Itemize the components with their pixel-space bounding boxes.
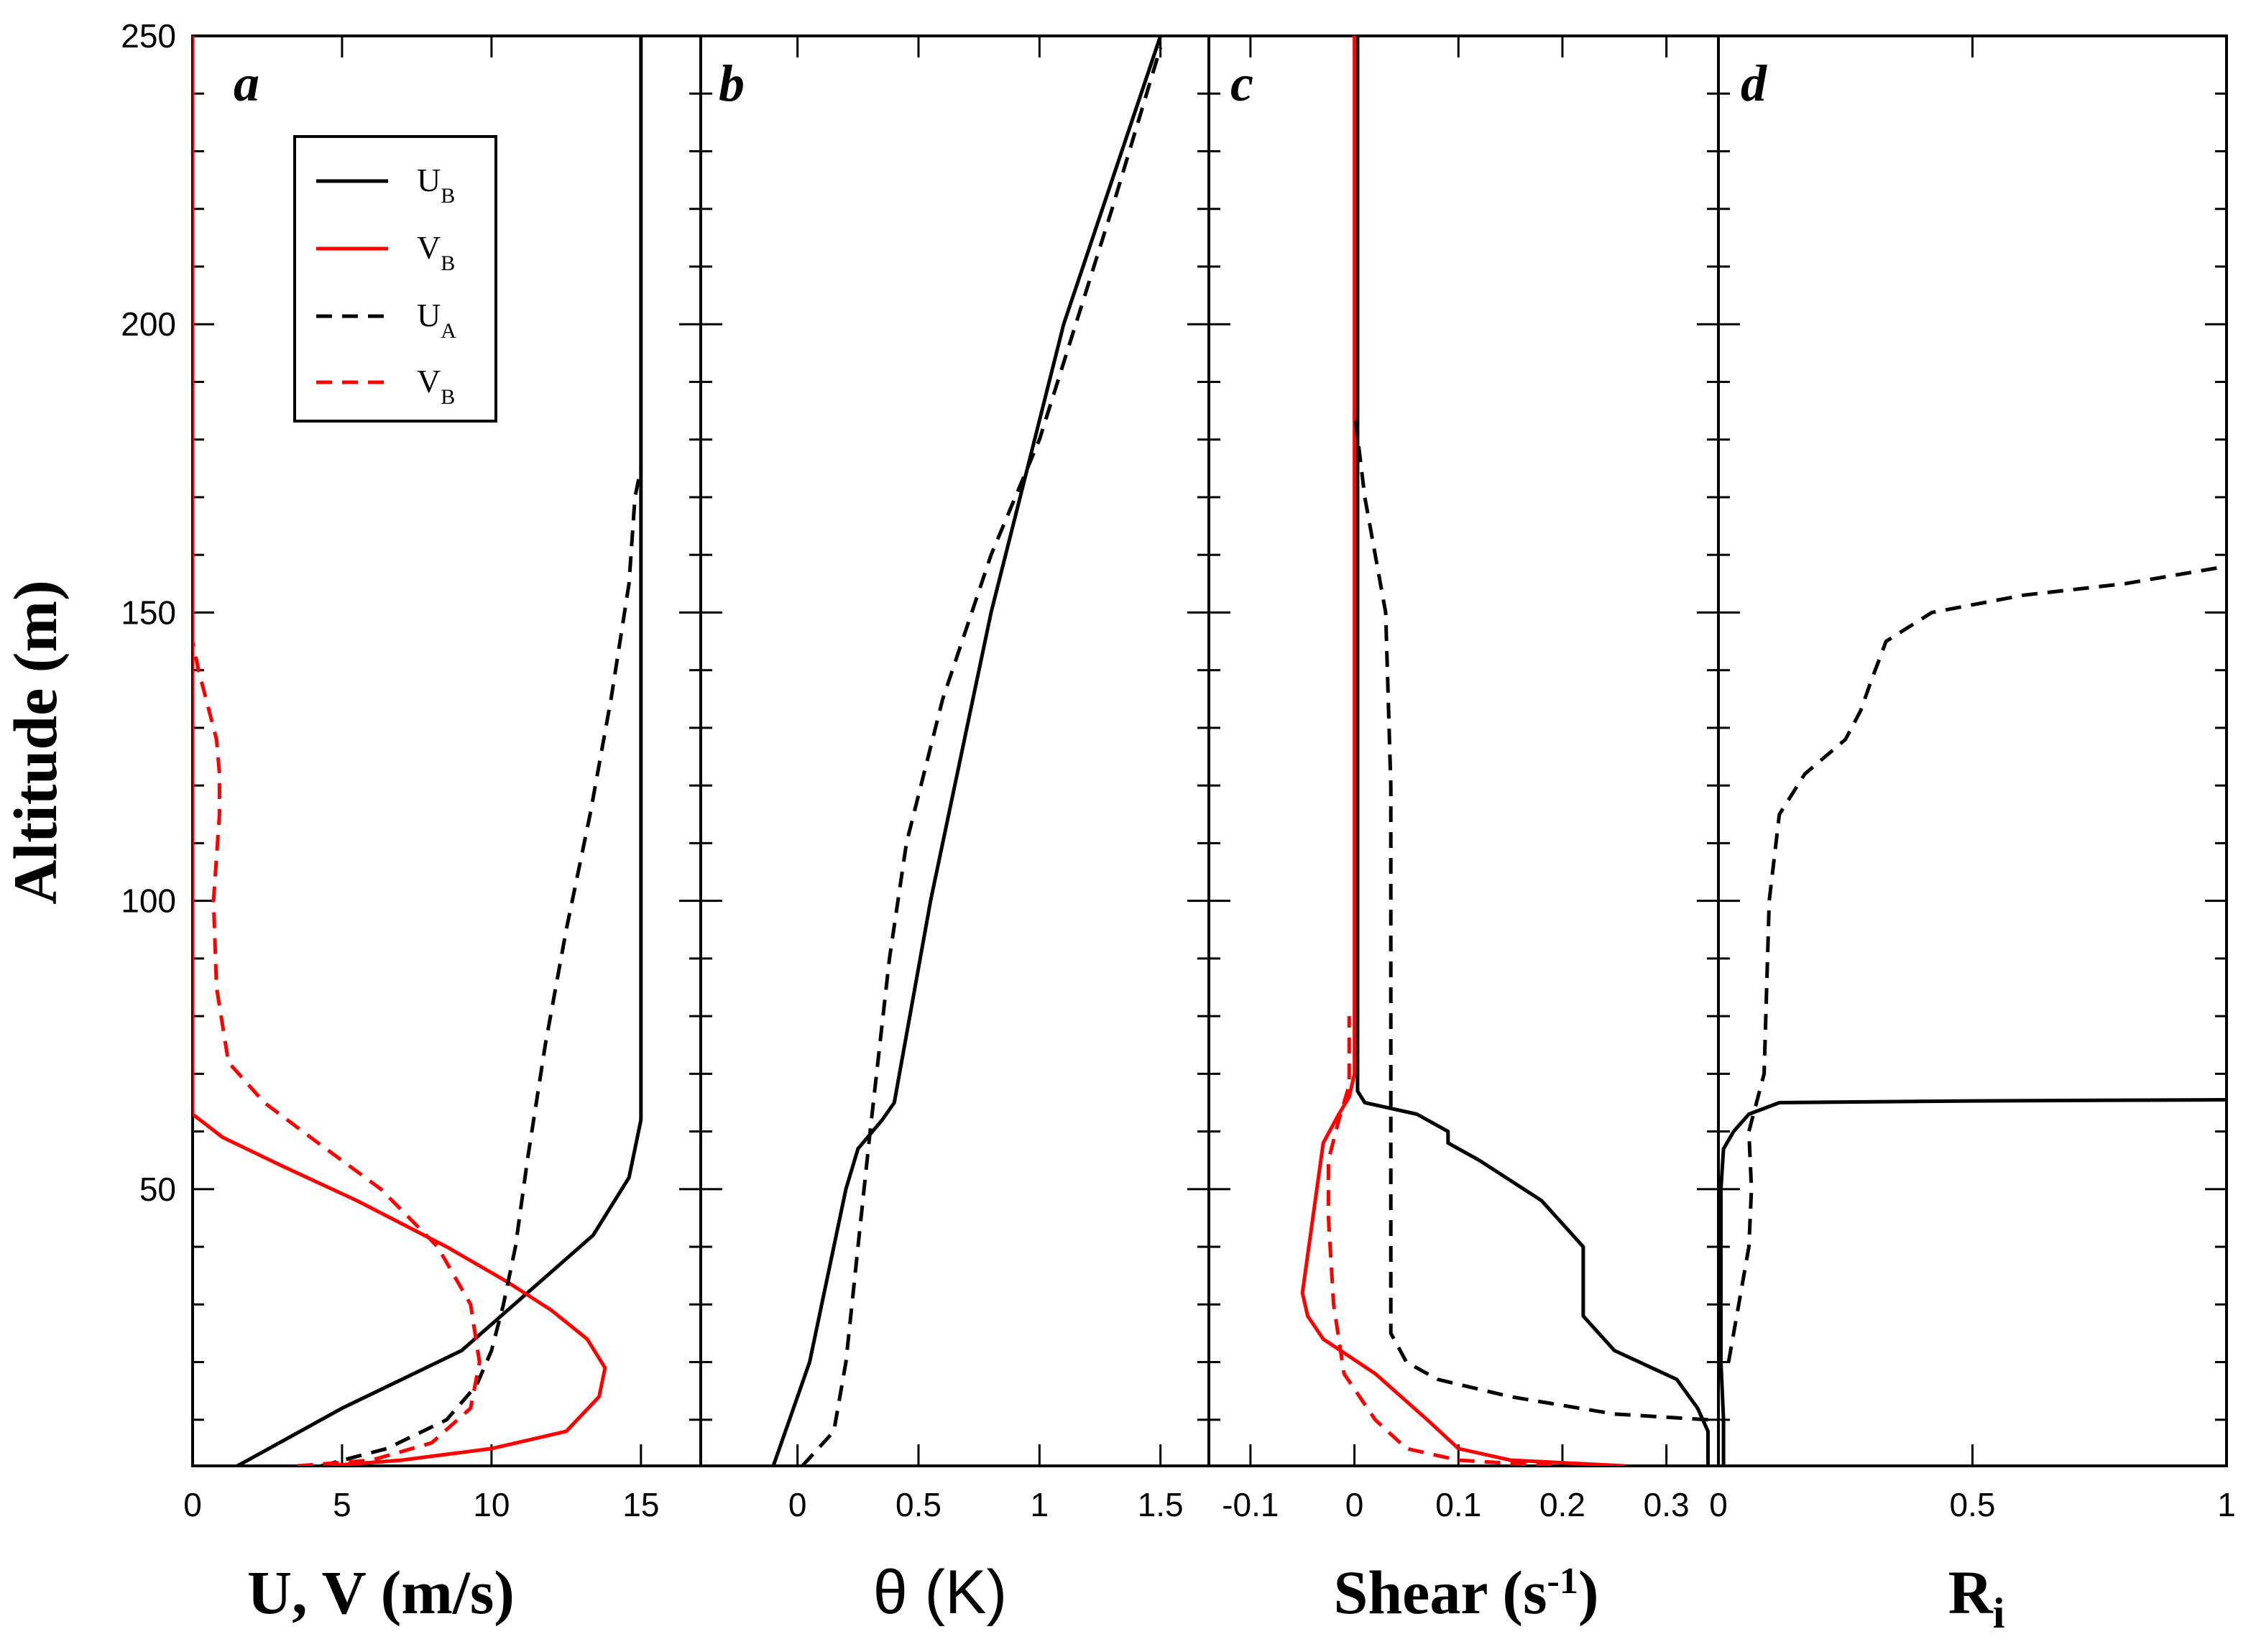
x-axis-title-d: Ri bbox=[1948, 1558, 2005, 1637]
x-tick-label-c: -0.1 bbox=[1222, 1486, 1279, 1523]
x-tick-label-c: 0.3 bbox=[1644, 1486, 1690, 1523]
x-tick-label-a: 5 bbox=[333, 1486, 351, 1523]
x-tick-label-b: 0.5 bbox=[896, 1486, 941, 1523]
panel-b: 0 0.5 1 1.5 bbox=[699, 34, 1210, 1523]
series-line-c-vb-1 bbox=[1300, 36, 1625, 1466]
x-tick-label-c: 0.2 bbox=[1539, 1486, 1585, 1523]
legend-label-3: VB bbox=[417, 363, 455, 409]
x-tick-label-d: 0 bbox=[1709, 1486, 1728, 1523]
series-line-c-ub-0 bbox=[1355, 36, 1710, 1466]
y-tick-label-100: 100 bbox=[121, 882, 176, 920]
series-line-b-ub-0 bbox=[771, 36, 1163, 1466]
x-tick-label-a: 0 bbox=[183, 1486, 202, 1523]
series-line-c-vb-3 bbox=[1326, 1016, 1552, 1466]
legend-label-2: UA bbox=[417, 297, 456, 343]
legend-entry-1: VB bbox=[316, 229, 455, 275]
series-line-a-ua-2 bbox=[321, 468, 643, 1466]
x-tick-label-c: 0 bbox=[1345, 1486, 1364, 1523]
plot-frame-d bbox=[1717, 34, 2228, 1467]
series-line-d-ua-1 bbox=[1726, 564, 2227, 1363]
y-tick-label-200: 200 bbox=[121, 305, 176, 343]
panel-label-c: c bbox=[1230, 55, 1253, 112]
x-tick-label-d: 0.5 bbox=[1950, 1486, 1996, 1523]
x-tick-label-c: 0.1 bbox=[1435, 1486, 1481, 1523]
series-line-a-ub-0 bbox=[236, 36, 643, 1466]
series-line-d-ub-0 bbox=[1719, 1098, 2227, 1466]
panel-label-a: a bbox=[234, 55, 259, 112]
plot-frame-c bbox=[1207, 34, 1720, 1467]
x-tick-label-d: 1 bbox=[2217, 1486, 2236, 1523]
panel-d: 0 0.5 1 bbox=[1709, 34, 2236, 1523]
series-line-c-ua-2 bbox=[1353, 410, 1708, 1422]
y-tick-label-150: 150 bbox=[121, 594, 176, 631]
legend-entry-3: VB bbox=[316, 363, 455, 409]
x-tick-label-a: 10 bbox=[473, 1486, 510, 1523]
y-tick-label-250: 250 bbox=[121, 17, 176, 55]
x-tick-label-b: 1 bbox=[1031, 1486, 1049, 1523]
panel-label-b: b bbox=[719, 55, 745, 112]
legend-entry-0: UB bbox=[316, 162, 455, 208]
x-tick-label-a: 15 bbox=[622, 1486, 659, 1523]
legend-box bbox=[293, 135, 497, 423]
panel-c: -0.1 0 0.1 0.2 0.3 bbox=[1207, 34, 1720, 1523]
series-line-a-vb-1 bbox=[193, 36, 607, 1466]
panel-label-d: d bbox=[1741, 55, 1767, 112]
x-axis-title-b: θ (K) bbox=[873, 1558, 1007, 1627]
x-tick-label-b: 0 bbox=[788, 1486, 807, 1523]
legend: UB VB UA VB bbox=[293, 135, 497, 423]
series-line-a-vb-3 bbox=[193, 640, 482, 1466]
x-axis-title-a: U, V (m/s) bbox=[247, 1558, 515, 1627]
legend-entry-2: UA bbox=[316, 297, 456, 343]
y-axis-title: Altitude (m) bbox=[1, 580, 70, 904]
y-tick-label-50: 50 bbox=[139, 1171, 176, 1208]
legend-label-0: UB bbox=[417, 162, 455, 208]
x-tick-label-b: 1.5 bbox=[1138, 1486, 1184, 1523]
panel-a: 0 5 10 15 bbox=[183, 34, 702, 1523]
legend-label-1: VB bbox=[417, 229, 455, 275]
series-line-b-ua-1 bbox=[801, 47, 1163, 1466]
x-axis-title-c: Shear (s-1) bbox=[1333, 1558, 1598, 1627]
plot-frame-b bbox=[699, 34, 1210, 1467]
